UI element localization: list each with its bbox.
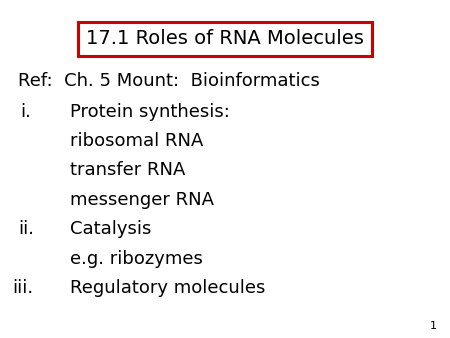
Text: ribosomal RNA: ribosomal RNA xyxy=(70,132,203,150)
Text: Protein synthesis:: Protein synthesis: xyxy=(70,102,230,121)
Text: i.: i. xyxy=(20,102,31,121)
Text: ii.: ii. xyxy=(18,220,34,238)
Text: 17.1 Roles of RNA Molecules: 17.1 Roles of RNA Molecules xyxy=(86,29,364,48)
Text: messenger RNA: messenger RNA xyxy=(70,191,214,209)
Text: e.g. ribozymes: e.g. ribozymes xyxy=(70,249,203,268)
Text: 1: 1 xyxy=(429,321,436,331)
Text: Ref:  Ch. 5 Mount:  Bioinformatics: Ref: Ch. 5 Mount: Bioinformatics xyxy=(18,72,320,90)
Text: Regulatory molecules: Regulatory molecules xyxy=(70,279,265,297)
Text: transfer RNA: transfer RNA xyxy=(70,161,185,179)
Text: Catalysis: Catalysis xyxy=(70,220,151,238)
Text: iii.: iii. xyxy=(13,279,34,297)
